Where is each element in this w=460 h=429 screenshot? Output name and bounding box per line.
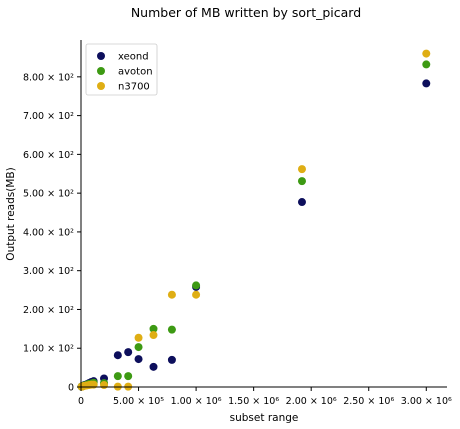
point-xeond-11: [134, 355, 143, 364]
point-n3700-8: [100, 381, 109, 390]
point-avoton-9: [113, 372, 122, 381]
x-tick-label: 1.50 × 10⁶: [228, 396, 279, 407]
y-tick-label: 8.00 × 10²: [23, 72, 74, 83]
x-tick-label: 1.00 × 10⁶: [171, 396, 222, 407]
point-avoton-13: [167, 325, 176, 334]
legend: xeond avoton n3700: [85, 43, 158, 96]
y-tick-label: 5.00 × 10²: [23, 189, 74, 200]
y-ticks: 0 1.00 × 10² 2.00 × 10² 3.00 × 10² 4.00 × 10…: [23, 72, 81, 394]
y-tick-label: 3.00 × 10²: [23, 266, 74, 277]
axes: [80, 40, 447, 388]
y-tick-label: 0: [68, 383, 74, 394]
point-n3700-12: [149, 331, 158, 340]
point-n3700-13: [167, 290, 176, 299]
point-n3700-16: [422, 49, 431, 58]
point-avoton-10: [124, 372, 133, 381]
legend-label-n3700: n3700: [118, 82, 150, 93]
legend-label-xeond: xeond: [118, 52, 149, 63]
y-tick-label: 6.00 × 10²: [23, 150, 74, 161]
data-points: [77, 49, 431, 391]
y-axis-label: Output reads(MB): [5, 167, 17, 260]
legend-marker-xeond: [97, 52, 105, 60]
point-n3700-11: [134, 333, 143, 342]
y-tick-label: 7.00 × 10²: [23, 111, 74, 122]
legend-marker-n3700: [97, 82, 105, 90]
point-xeond-10: [124, 348, 133, 357]
point-avoton-12: [149, 324, 158, 333]
point-xeond-13: [167, 355, 176, 364]
point-xeond-16: [422, 79, 431, 88]
point-avoton-14: [192, 281, 201, 290]
point-n3700-14: [192, 290, 201, 299]
point-n3700-15: [297, 165, 306, 174]
x-ticks: 0 5.00 × 10⁵ 1.00 × 10⁶ 1.50 × 10⁶ 2.00 × 10…: [78, 387, 452, 407]
x-tick-label: 5.00 × 10⁵: [113, 396, 164, 407]
point-xeond-9: [113, 351, 122, 360]
y-tick-label: 1.00 × 10²: [23, 344, 74, 355]
point-avoton-11: [134, 343, 143, 352]
y-tick-label: 4.00 × 10²: [23, 227, 74, 238]
point-xeond-12: [149, 362, 158, 371]
x-axis-label: subset range: [230, 412, 299, 424]
legend-label-avoton: avoton: [118, 67, 153, 78]
point-avoton-15: [297, 177, 306, 186]
x-tick-label: 3.00 × 10⁶: [401, 396, 452, 407]
x-tick-label: 2.50 × 10⁶: [343, 396, 394, 407]
point-xeond-15: [297, 198, 306, 207]
y-tick-label: 2.00 × 10²: [23, 305, 74, 316]
legend-marker-avoton: [97, 67, 105, 75]
chart-title: Number of MB written by sort_picard: [131, 5, 361, 20]
x-tick-label: 0: [78, 396, 84, 407]
point-avoton-16: [422, 60, 431, 69]
x-tick-label: 2.00 × 10⁶: [286, 396, 337, 407]
